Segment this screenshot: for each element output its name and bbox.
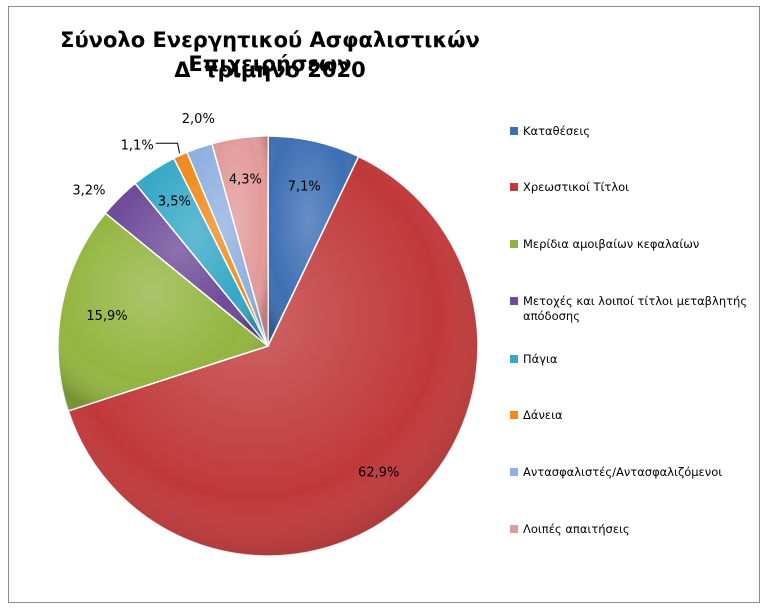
legend-item: Χρεωστικοί Τίτλοι — [510, 180, 750, 195]
data-label: 4,3% — [229, 173, 262, 188]
legend-item: Πάγια — [510, 352, 750, 367]
pie-slice-shading — [68, 156, 479, 557]
data-label: 2,0% — [182, 112, 215, 127]
legend-item: Καταθέσεις — [510, 124, 750, 139]
data-label: 3,5% — [158, 194, 191, 209]
legend-label: Λοιπές απαιτήσεις — [523, 522, 630, 536]
pie-slice-shading — [268, 136, 359, 346]
legend-item: Λοιπές απαιτήσεις — [510, 522, 750, 537]
legend-swatch — [510, 355, 518, 363]
legend-swatch — [510, 297, 518, 305]
chart-subtitle: Δ' τρίμηνο 2020 — [174, 58, 366, 82]
pie-slice-shading — [187, 143, 268, 346]
data-label: 7,1% — [288, 179, 321, 194]
legend-label: Χρεωστικοί Τίτλοι — [523, 180, 630, 194]
pie-slice-shading — [57, 213, 268, 411]
legend-label: Αντασφαλιστές/Αντασφαλιζόμενοι — [523, 465, 723, 479]
legend-swatch — [510, 468, 518, 476]
pie-slice-shading — [135, 158, 268, 346]
legend-item: Μερίδια αμοιβαίων κεφαλαίων — [510, 237, 750, 252]
data-label: 15,9% — [86, 309, 127, 324]
legend-item: Δάνεια — [510, 408, 750, 423]
legend-label: Μετοχές και λοιποί τίτλοι μεταβλητής από… — [523, 294, 748, 323]
legend-swatch — [510, 183, 518, 191]
legend-label: Μερίδια αμοιβαίων κεφαλαίων — [523, 237, 700, 251]
legend-label: Καταθέσεις — [523, 124, 591, 138]
data-label: 1,1% — [121, 138, 154, 153]
data-label: 62,9% — [358, 465, 399, 480]
legend-swatch — [510, 525, 518, 533]
legend-label: Πάγια — [523, 352, 558, 366]
legend-label: Δάνεια — [523, 408, 563, 422]
legend-swatch — [510, 240, 518, 248]
legend-swatch — [510, 127, 518, 135]
leader-line — [155, 142, 181, 154]
legend-swatch — [510, 411, 518, 419]
data-label: 3,2% — [72, 183, 105, 198]
pie-slice-shading — [105, 183, 268, 346]
legend-item: Μετοχές και λοιποί τίτλοι μεταβλητής από… — [510, 294, 750, 324]
legend-item: Αντασφαλιστές/Αντασφαλιζόμενοι — [510, 465, 750, 480]
chart-title: Σύνολο Ενεργητικού Ασφαλιστικών Επιχειρή… — [60, 28, 480, 76]
pie-slice-shading — [211, 136, 268, 346]
pie-slice-shading — [173, 152, 268, 346]
